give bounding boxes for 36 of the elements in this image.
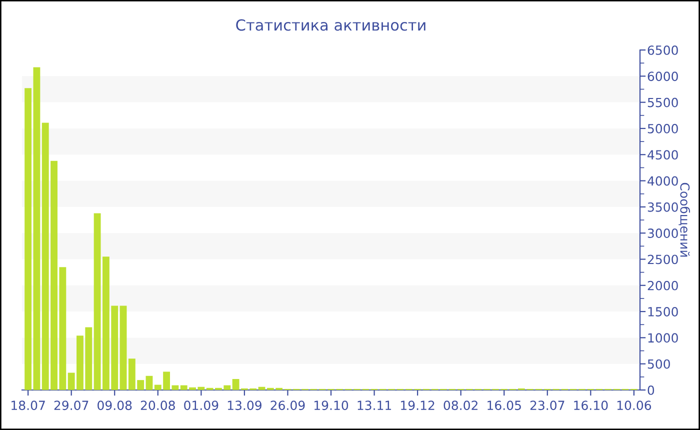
x-tick-label: 19.12 — [401, 400, 434, 410]
x-tick-label: 19.10 — [314, 400, 348, 410]
y-tick-label: 5500 — [648, 98, 678, 108]
x-tick-label: 18.07 — [12, 400, 45, 410]
chart-title: Статистика активности — [236, 19, 426, 31]
y-tick-label: 2000 — [648, 280, 678, 290]
x-tick-label: 23.07 — [530, 400, 564, 410]
y-tick-label: 1000 — [648, 333, 678, 343]
x-tick-label: 20.08 — [140, 400, 175, 410]
x-tick-label: 10.06 — [617, 400, 652, 410]
y-tick-label: 500 — [648, 359, 670, 369]
x-tick-label: 08.02 — [444, 400, 478, 410]
y-tick-label: 6500 — [648, 45, 678, 55]
bar — [120, 306, 127, 390]
y-tick-label: 3000 — [648, 228, 678, 238]
y-tick-label: 0 — [648, 385, 654, 395]
x-tick-label: 13.09 — [228, 400, 262, 410]
bar — [146, 376, 153, 390]
y-tick-label: 1500 — [648, 307, 678, 316]
y-tick-label: 6000 — [648, 72, 678, 82]
bar — [258, 386, 266, 390]
y-tick-label: 4000 — [648, 176, 678, 186]
x-tick-label: 09.08 — [98, 400, 132, 410]
x-tick-label: 16.10 — [574, 400, 608, 410]
y-tick-label: 2500 — [648, 254, 678, 264]
x-tick-label: 13.11 — [358, 400, 392, 410]
bar — [33, 67, 40, 390]
y-tick-label: 5000 — [648, 124, 678, 134]
y-axis-title: Сообщений — [678, 182, 690, 257]
x-tick-label: 29.07 — [54, 400, 88, 410]
x-tick-label: 01.09 — [184, 400, 218, 410]
bar — [24, 88, 32, 390]
x-tick-label: 16.05 — [488, 400, 521, 410]
x-tick-label: 26.09 — [270, 400, 305, 410]
y-tick-label: 4500 — [648, 150, 678, 160]
y-tick-label: 3500 — [648, 202, 678, 212]
